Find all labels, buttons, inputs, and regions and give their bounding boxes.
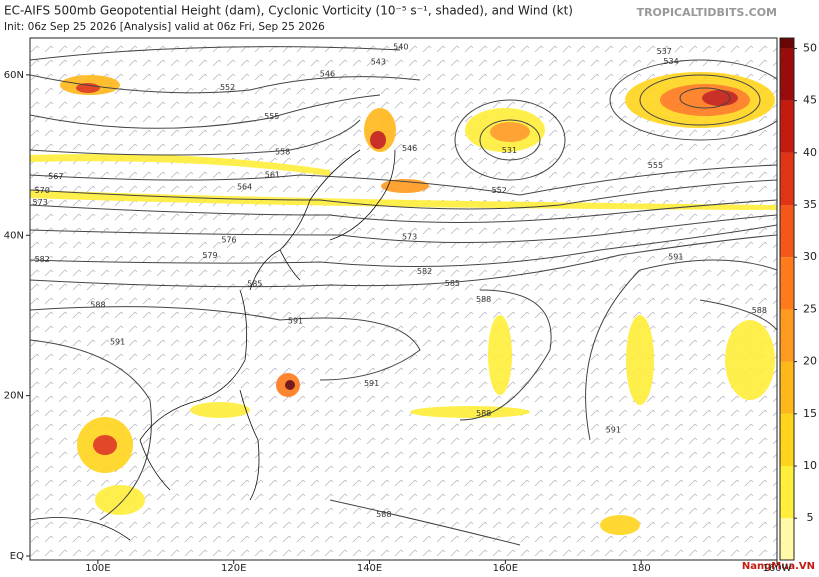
lon-tick-label: 120E <box>221 563 246 573</box>
lat-tick-label: 20N <box>4 391 24 402</box>
colorbar-band <box>780 309 794 362</box>
contour-label: 555 <box>648 161 663 170</box>
contour-label: 579 <box>202 251 217 260</box>
contour-label: 588 <box>752 306 767 315</box>
lon-tick-label: 100E <box>85 563 110 573</box>
contour-label: 534 <box>663 57 678 66</box>
contour-label: 588 <box>476 409 491 418</box>
vorticity-shading <box>30 72 777 535</box>
contour-label: 564 <box>237 183 252 192</box>
colorbar-tick-label: 30 <box>803 250 817 263</box>
contour-label: 540 <box>393 42 408 51</box>
contour-label: 576 <box>221 236 236 245</box>
contour-label: 537 <box>657 47 672 56</box>
colorbar-band <box>780 38 794 49</box>
contour-label: 546 <box>402 144 417 153</box>
contour-label: 585 <box>445 279 460 288</box>
colorbar-band <box>780 466 794 519</box>
colorbar-tick-label: 35 <box>803 198 817 211</box>
colorbar-band <box>780 100 794 153</box>
colorbar-tick-label: 5 <box>807 511 814 524</box>
contour-label: 588 <box>376 510 391 519</box>
title: EC-AIFS 500mb Geopotential Height (dam),… <box>4 4 573 18</box>
contour-label: 591 <box>288 317 303 326</box>
colorbar-tick-label: 25 <box>803 302 817 315</box>
contour-label: 591 <box>606 426 621 435</box>
lon-tick-label: 180 <box>632 563 651 573</box>
contour-label: 588 <box>90 301 105 310</box>
contour-label: 546 <box>320 70 335 79</box>
contour-label: 531 <box>502 146 517 155</box>
contour-label: 558 <box>275 147 290 156</box>
subtitle: Init: 06z Sep 25 2026 [Analysis] valid a… <box>4 21 325 33</box>
lon-tick-label: 140E <box>357 563 382 573</box>
contour-label: 567 <box>48 172 63 181</box>
colorbar-band <box>780 48 794 101</box>
colorbar-tick-label: 15 <box>803 407 817 420</box>
contour-label: 582 <box>417 267 432 276</box>
colorbar-band <box>780 205 794 258</box>
colorbar-frame <box>779 37 795 561</box>
colorbar-band <box>780 152 794 206</box>
contour-label: 582 <box>35 255 50 264</box>
contour-label: 591 <box>364 379 379 388</box>
colorbar-tick-label: 20 <box>803 355 817 368</box>
coastlines <box>30 149 396 541</box>
colorbar-tick-label: 40 <box>803 146 817 159</box>
contour-label: 591 <box>110 337 125 346</box>
lon-tick-label: 160W <box>763 563 792 573</box>
contour-label: 552 <box>492 186 507 195</box>
colorbar-band <box>780 361 794 414</box>
colorbar-tick-label: 45 <box>803 94 817 107</box>
lat-tick-label: EQ <box>10 551 24 562</box>
contour-label: 591 <box>668 252 683 261</box>
colorbar-band <box>780 413 794 467</box>
lat-tick-label: 40N <box>4 230 24 241</box>
map-frame <box>29 37 778 561</box>
contour-label: 555 <box>264 112 279 121</box>
contour-label: 561 <box>265 171 280 180</box>
wind-barbs <box>30 38 777 560</box>
lat-tick-label: 60N <box>4 70 24 81</box>
colorbar-tick-label: 10 <box>803 459 817 472</box>
map-layers <box>30 38 777 560</box>
brand: TROPICALTIDBITS.COM <box>637 6 777 19</box>
colorbar-band <box>780 257 794 310</box>
contour-label: 552 <box>220 83 235 92</box>
contour-label: 573 <box>33 198 48 207</box>
contour-label: 585 <box>247 280 262 289</box>
contour-label: 588 <box>476 295 491 304</box>
contour-label: 543 <box>371 58 386 67</box>
lon-tick-label: 160E <box>493 563 518 573</box>
colorbar-band <box>780 518 794 560</box>
contour-label: 570 <box>35 186 50 195</box>
height-contours <box>30 46 777 546</box>
contour-label: 573 <box>402 232 417 241</box>
colorbar-tick-label: 50 <box>803 41 817 54</box>
watermark: NangMua.VN <box>742 561 815 572</box>
